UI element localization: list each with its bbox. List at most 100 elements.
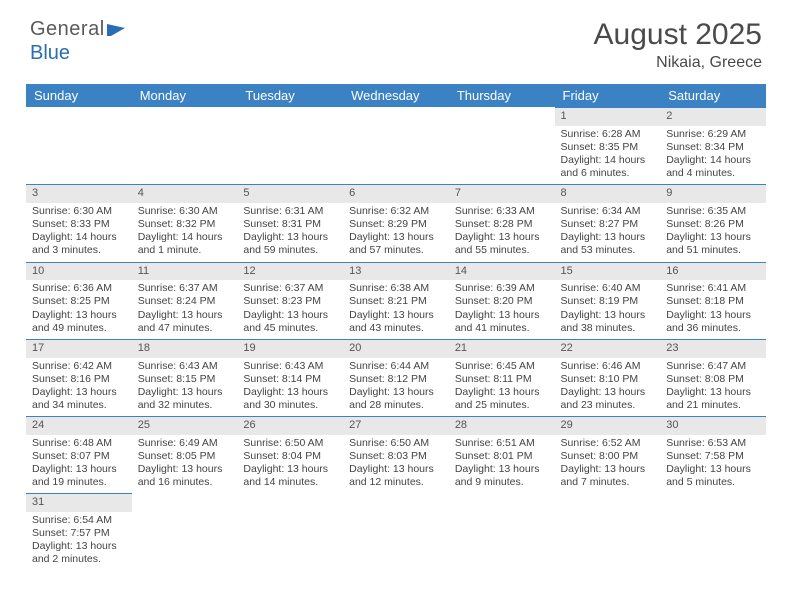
day-number: 25 (132, 416, 238, 435)
calendar-cell: 12Sunrise: 6:37 AMSunset: 8:23 PMDayligh… (237, 262, 343, 339)
calendar-cell: 5Sunrise: 6:31 AMSunset: 8:31 PMDaylight… (237, 184, 343, 261)
sunset-text: Sunset: 8:14 PM (243, 373, 337, 386)
logo-flag-icon (107, 22, 129, 38)
day-details: Sunrise: 6:44 AMSunset: 8:12 PMDaylight:… (343, 358, 449, 417)
sunrise-text: Sunrise: 6:38 AM (349, 282, 443, 295)
sunrise-text: Sunrise: 6:36 AM (32, 282, 126, 295)
day-number: 10 (26, 262, 132, 281)
day-details: Sunrise: 6:41 AMSunset: 8:18 PMDaylight:… (660, 280, 766, 339)
daylight-text: Daylight: 14 hours and 4 minutes. (666, 154, 760, 180)
day-details: Sunrise: 6:50 AMSunset: 8:04 PMDaylight:… (237, 435, 343, 494)
logo: General (30, 18, 129, 41)
sunset-text: Sunset: 8:29 PM (349, 218, 443, 231)
calendar-cell: 8Sunrise: 6:34 AMSunset: 8:27 PMDaylight… (555, 184, 661, 261)
weekday-header: Tuesday (237, 84, 343, 107)
calendar-cell: 27Sunrise: 6:50 AMSunset: 8:03 PMDayligh… (343, 416, 449, 493)
sunrise-text: Sunrise: 6:54 AM (32, 514, 126, 527)
day-details: Sunrise: 6:36 AMSunset: 8:25 PMDaylight:… (26, 280, 132, 339)
daylight-text: Daylight: 13 hours and 43 minutes. (349, 309, 443, 335)
sunrise-text: Sunrise: 6:44 AM (349, 360, 443, 373)
calendar-table: SundayMondayTuesdayWednesdayThursdayFrid… (26, 84, 766, 571)
daylight-text: Daylight: 13 hours and 21 minutes. (666, 386, 760, 412)
daylight-text: Daylight: 13 hours and 51 minutes. (666, 231, 760, 257)
calendar-cell: 25Sunrise: 6:49 AMSunset: 8:05 PMDayligh… (132, 416, 238, 493)
calendar-cell: 7Sunrise: 6:33 AMSunset: 8:28 PMDaylight… (449, 184, 555, 261)
sunset-text: Sunset: 8:21 PM (349, 295, 443, 308)
day-number: 17 (26, 339, 132, 358)
sunset-text: Sunset: 8:19 PM (561, 295, 655, 308)
calendar-cell: 28Sunrise: 6:51 AMSunset: 8:01 PMDayligh… (449, 416, 555, 493)
sunrise-text: Sunrise: 6:43 AM (243, 360, 337, 373)
calendar-cell: 6Sunrise: 6:32 AMSunset: 8:29 PMDaylight… (343, 184, 449, 261)
day-details: Sunrise: 6:31 AMSunset: 8:31 PMDaylight:… (237, 203, 343, 262)
calendar-row: 10Sunrise: 6:36 AMSunset: 8:25 PMDayligh… (26, 262, 766, 339)
calendar-cell (237, 107, 343, 184)
calendar-row: 17Sunrise: 6:42 AMSunset: 8:16 PMDayligh… (26, 339, 766, 416)
sunset-text: Sunset: 8:12 PM (349, 373, 443, 386)
daylight-text: Daylight: 13 hours and 23 minutes. (561, 386, 655, 412)
day-details: Sunrise: 6:53 AMSunset: 7:58 PMDaylight:… (660, 435, 766, 494)
daylight-text: Daylight: 13 hours and 5 minutes. (666, 463, 760, 489)
calendar-cell: 16Sunrise: 6:41 AMSunset: 8:18 PMDayligh… (660, 262, 766, 339)
day-details: Sunrise: 6:51 AMSunset: 8:01 PMDaylight:… (449, 435, 555, 494)
calendar-cell: 31Sunrise: 6:54 AMSunset: 7:57 PMDayligh… (26, 493, 132, 570)
calendar-cell: 2Sunrise: 6:29 AMSunset: 8:34 PMDaylight… (660, 107, 766, 184)
day-number: 13 (343, 262, 449, 281)
day-details: Sunrise: 6:39 AMSunset: 8:20 PMDaylight:… (449, 280, 555, 339)
weekday-header: Saturday (660, 84, 766, 107)
calendar-cell: 29Sunrise: 6:52 AMSunset: 8:00 PMDayligh… (555, 416, 661, 493)
calendar-cell (237, 493, 343, 570)
daylight-text: Daylight: 14 hours and 6 minutes. (561, 154, 655, 180)
daylight-text: Daylight: 14 hours and 1 minute. (138, 231, 232, 257)
day-details: Sunrise: 6:28 AMSunset: 8:35 PMDaylight:… (555, 126, 661, 185)
day-number: 20 (343, 339, 449, 358)
day-details: Sunrise: 6:38 AMSunset: 8:21 PMDaylight:… (343, 280, 449, 339)
sunrise-text: Sunrise: 6:33 AM (455, 205, 549, 218)
calendar-cell: 20Sunrise: 6:44 AMSunset: 8:12 PMDayligh… (343, 339, 449, 416)
sunset-text: Sunset: 8:28 PM (455, 218, 549, 231)
sunset-text: Sunset: 8:25 PM (32, 295, 126, 308)
day-number: 29 (555, 416, 661, 435)
calendar-cell: 30Sunrise: 6:53 AMSunset: 7:58 PMDayligh… (660, 416, 766, 493)
day-details: Sunrise: 6:42 AMSunset: 8:16 PMDaylight:… (26, 358, 132, 417)
sunrise-text: Sunrise: 6:32 AM (349, 205, 443, 218)
calendar-cell: 21Sunrise: 6:45 AMSunset: 8:11 PMDayligh… (449, 339, 555, 416)
calendar-cell (449, 107, 555, 184)
day-number: 16 (660, 262, 766, 281)
sunset-text: Sunset: 8:16 PM (32, 373, 126, 386)
day-number: 23 (660, 339, 766, 358)
sunrise-text: Sunrise: 6:34 AM (561, 205, 655, 218)
sunrise-text: Sunrise: 6:52 AM (561, 437, 655, 450)
day-details: Sunrise: 6:34 AMSunset: 8:27 PMDaylight:… (555, 203, 661, 262)
sunrise-text: Sunrise: 6:49 AM (138, 437, 232, 450)
location-label: Nikaia, Greece (594, 54, 762, 72)
day-details: Sunrise: 6:43 AMSunset: 8:14 PMDaylight:… (237, 358, 343, 417)
daylight-text: Daylight: 13 hours and 2 minutes. (32, 540, 126, 566)
calendar-row: 1Sunrise: 6:28 AMSunset: 8:35 PMDaylight… (26, 107, 766, 184)
calendar-cell: 15Sunrise: 6:40 AMSunset: 8:19 PMDayligh… (555, 262, 661, 339)
day-number: 27 (343, 416, 449, 435)
sunrise-text: Sunrise: 6:50 AM (349, 437, 443, 450)
calendar-cell: 23Sunrise: 6:47 AMSunset: 8:08 PMDayligh… (660, 339, 766, 416)
sunset-text: Sunset: 8:11 PM (455, 373, 549, 386)
calendar-cell: 3Sunrise: 6:30 AMSunset: 8:33 PMDaylight… (26, 184, 132, 261)
sunset-text: Sunset: 8:35 PM (561, 141, 655, 154)
sunrise-text: Sunrise: 6:42 AM (32, 360, 126, 373)
calendar-cell (555, 493, 661, 570)
weekday-header: Friday (555, 84, 661, 107)
day-number: 7 (449, 184, 555, 203)
day-number: 15 (555, 262, 661, 281)
weekday-header: Sunday (26, 84, 132, 107)
month-title: August 2025 (594, 18, 762, 52)
logo-text-1: General (30, 18, 105, 41)
logo-text-2: Blue (30, 42, 70, 65)
calendar-cell: 18Sunrise: 6:43 AMSunset: 8:15 PMDayligh… (132, 339, 238, 416)
day-details: Sunrise: 6:50 AMSunset: 8:03 PMDaylight:… (343, 435, 449, 494)
sunrise-text: Sunrise: 6:39 AM (455, 282, 549, 295)
calendar-cell: 11Sunrise: 6:37 AMSunset: 8:24 PMDayligh… (132, 262, 238, 339)
calendar-cell: 22Sunrise: 6:46 AMSunset: 8:10 PMDayligh… (555, 339, 661, 416)
sunrise-text: Sunrise: 6:47 AM (666, 360, 760, 373)
day-details: Sunrise: 6:47 AMSunset: 8:08 PMDaylight:… (660, 358, 766, 417)
sunset-text: Sunset: 8:34 PM (666, 141, 760, 154)
day-details: Sunrise: 6:49 AMSunset: 8:05 PMDaylight:… (132, 435, 238, 494)
